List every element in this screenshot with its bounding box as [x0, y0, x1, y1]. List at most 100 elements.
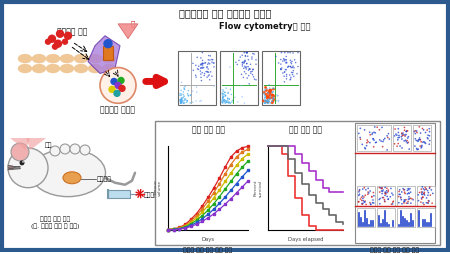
Point	[378, 186, 386, 190]
Point	[219, 101, 226, 105]
Point	[369, 137, 377, 141]
Point	[281, 70, 288, 74]
Point	[221, 90, 229, 94]
Point	[408, 197, 415, 201]
Point	[421, 190, 428, 194]
Point	[176, 98, 184, 102]
Text: 국소전달: 국소전달	[97, 176, 112, 182]
Point	[396, 133, 403, 137]
Point	[203, 66, 211, 70]
Point	[275, 98, 282, 102]
Point	[401, 125, 408, 130]
Point	[419, 195, 427, 199]
Point	[227, 87, 234, 91]
Point	[356, 192, 363, 196]
Point	[219, 95, 226, 99]
Point	[390, 199, 397, 203]
Point	[261, 100, 269, 104]
Point	[378, 125, 386, 130]
Circle shape	[114, 90, 120, 96]
Point	[183, 100, 190, 104]
FancyBboxPatch shape	[357, 125, 391, 151]
Point	[246, 67, 253, 71]
Point	[378, 192, 386, 196]
Point	[277, 58, 284, 62]
Point	[417, 200, 424, 204]
Point	[398, 131, 405, 135]
Point	[269, 96, 276, 100]
Point	[398, 198, 405, 202]
Point	[181, 85, 189, 89]
Point	[177, 98, 184, 102]
Point	[370, 137, 377, 141]
Point	[424, 133, 432, 137]
Point	[269, 90, 276, 94]
Point	[243, 51, 250, 55]
Point	[421, 193, 428, 197]
Point	[281, 80, 288, 84]
Point	[245, 58, 252, 62]
Point	[281, 57, 288, 61]
Point	[413, 129, 420, 133]
Point	[262, 100, 270, 104]
Point	[361, 200, 368, 204]
Circle shape	[270, 94, 271, 96]
Circle shape	[11, 143, 29, 161]
Circle shape	[54, 40, 62, 47]
Point	[187, 93, 194, 97]
FancyBboxPatch shape	[262, 51, 300, 105]
Point	[234, 62, 241, 67]
Point	[184, 93, 192, 97]
Point	[405, 191, 412, 195]
Point	[406, 197, 413, 201]
Point	[423, 128, 431, 132]
Point	[264, 99, 271, 103]
Point	[412, 129, 419, 133]
Point	[219, 93, 226, 97]
Circle shape	[266, 101, 267, 102]
FancyBboxPatch shape	[413, 125, 431, 151]
Point	[283, 68, 290, 72]
Point	[238, 84, 245, 88]
Point	[387, 186, 395, 190]
Point	[402, 133, 410, 137]
Point	[251, 52, 258, 56]
FancyBboxPatch shape	[397, 186, 415, 205]
Point	[224, 100, 231, 104]
Point	[208, 60, 216, 64]
Point	[426, 186, 433, 190]
Point	[219, 92, 226, 96]
Point	[287, 51, 294, 55]
Point	[222, 93, 229, 98]
Point	[414, 193, 422, 197]
Point	[395, 201, 402, 205]
Point	[226, 65, 234, 69]
Circle shape	[270, 89, 271, 91]
Point	[274, 93, 281, 97]
Point	[261, 101, 268, 105]
Ellipse shape	[32, 55, 45, 62]
Point	[400, 187, 407, 191]
Point	[178, 92, 185, 96]
Point	[385, 132, 392, 136]
Point	[419, 195, 426, 199]
Point	[392, 127, 399, 131]
Point	[192, 63, 199, 67]
Point	[283, 61, 290, 65]
Point	[384, 135, 392, 139]
Point	[426, 142, 433, 146]
Point	[264, 91, 271, 95]
Point	[241, 70, 248, 74]
Point	[400, 133, 407, 137]
Point	[242, 66, 249, 70]
Point	[222, 93, 229, 97]
Point	[383, 134, 391, 138]
Point	[224, 98, 231, 102]
Circle shape	[266, 98, 268, 99]
FancyBboxPatch shape	[357, 186, 375, 205]
Point	[179, 99, 186, 103]
Point	[249, 69, 256, 73]
Point	[363, 144, 370, 148]
Point	[396, 144, 404, 148]
Point	[247, 67, 254, 71]
